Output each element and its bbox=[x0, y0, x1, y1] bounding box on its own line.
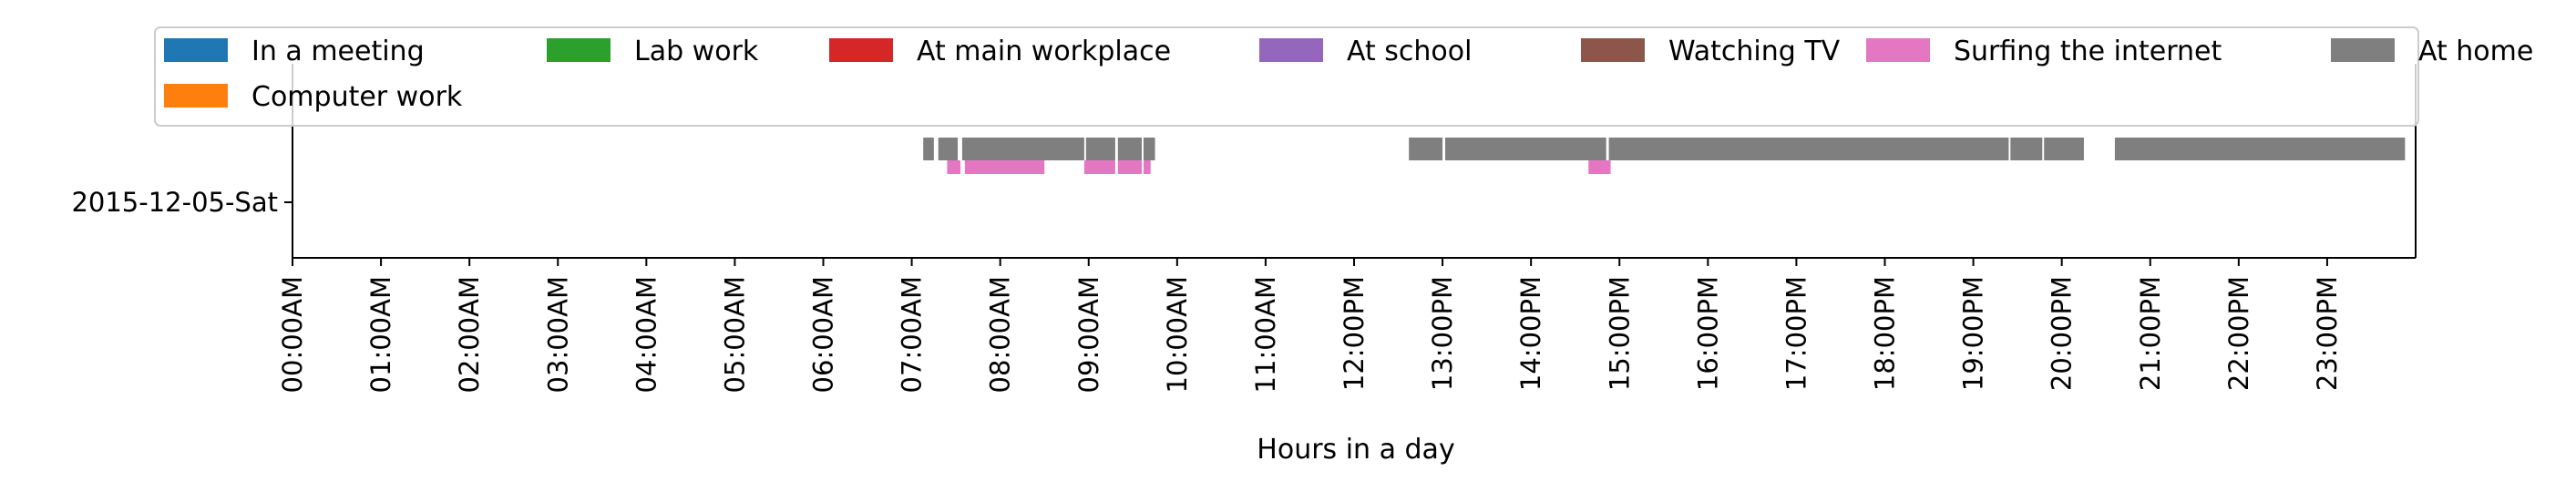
bar-at-home-9 bbox=[2010, 138, 2043, 160]
bar-at-home-2 bbox=[961, 138, 1084, 160]
x-tick-label-11: 11:00AM bbox=[1250, 276, 1281, 393]
x-tick-label-7: 07:00AM bbox=[897, 276, 928, 393]
bar-at-home-3 bbox=[1085, 138, 1115, 160]
bar-at-home-7 bbox=[1444, 138, 1606, 160]
legend-swatch-in-a-meeting bbox=[164, 38, 228, 62]
bar-surfing-the-internet-4 bbox=[1143, 160, 1151, 174]
x-tick-label-8: 08:00AM bbox=[985, 276, 1016, 393]
x-tick-label-17: 17:00PM bbox=[1781, 276, 1811, 391]
legend-label-at-home: At home bbox=[2418, 36, 2533, 67]
legend-label-lab-work: Lab work bbox=[634, 36, 759, 67]
legend-swatch-at-school bbox=[1259, 38, 1323, 62]
legend: In a meeting Computer work Lab work At main… bbox=[154, 26, 2533, 127]
bar-at-home-1 bbox=[938, 138, 959, 160]
legend-label-surfing-the-internet: Surfing the internet bbox=[1954, 36, 2222, 67]
legend-label-computer-work: Computer work bbox=[251, 81, 463, 113]
bar-at-home-4 bbox=[1117, 138, 1142, 160]
x-tick-label-5: 05:00AM bbox=[719, 276, 750, 393]
plot-area: 2015-12-05-Sat 00:00AM 01:00AM 02:00AM 03:00… bbox=[71, 64, 2417, 393]
legend-swatch-lab-work bbox=[547, 38, 611, 62]
bar-surfing-the-internet-2 bbox=[1083, 160, 1115, 174]
x-axis-label: Hours in a day bbox=[1257, 434, 1454, 466]
legend-label-at-main-workplace: At main workplace bbox=[917, 36, 1171, 67]
x-tick-label-4: 04:00AM bbox=[631, 276, 662, 393]
legend-swatch-at-main-workplace bbox=[829, 38, 893, 62]
x-tick-label-21: 21:00PM bbox=[2135, 276, 2166, 391]
bar-surfing-the-internet-1 bbox=[964, 160, 1045, 174]
x-tick-label-10: 10:00AM bbox=[1162, 276, 1193, 393]
x-tick-label-1: 01:00AM bbox=[365, 276, 396, 393]
legend-label-at-school: At school bbox=[1347, 36, 1472, 67]
x-tick-label-22: 22:00PM bbox=[2223, 276, 2254, 391]
bar-at-home-10 bbox=[2044, 138, 2084, 160]
legend-swatch-at-home bbox=[2331, 38, 2395, 62]
legend-label-in-a-meeting: In a meeting bbox=[251, 36, 425, 67]
y-tick-label-0: 2015-12-05-Sat bbox=[71, 187, 278, 218]
x-tick-label-0: 00:00AM bbox=[277, 276, 308, 393]
x-tick-label-20: 20:00PM bbox=[2047, 276, 2078, 391]
x-tick-label-15: 15:00PM bbox=[1604, 276, 1635, 391]
x-tick-label-9: 09:00AM bbox=[1073, 276, 1104, 393]
x-tick-label-13: 13:00PM bbox=[1427, 276, 1458, 391]
x-tick-label-16: 16:00PM bbox=[1692, 276, 1723, 391]
legend-swatch-watching-tv bbox=[1581, 38, 1645, 62]
bar-at-home-8 bbox=[1608, 138, 2009, 160]
bar-surfing-the-internet-5 bbox=[1588, 160, 1611, 174]
x-tick-label-23: 23:00PM bbox=[2312, 276, 2343, 391]
bar-at-home-6 bbox=[1409, 138, 1443, 160]
x-tick-label-19: 19:00PM bbox=[1958, 276, 1989, 391]
bar-at-home-5 bbox=[1143, 138, 1155, 160]
legend-label-watching-tv: Watching TV bbox=[1668, 36, 1841, 67]
bar-surfing-the-internet-0 bbox=[947, 160, 960, 174]
legend-swatch-surfing-the-internet bbox=[1866, 38, 1930, 62]
bar-surfing-the-internet-3 bbox=[1117, 160, 1142, 174]
x-tick-label-2: 02:00AM bbox=[454, 276, 485, 393]
x-tick-label-12: 12:00PM bbox=[1339, 276, 1370, 391]
x-tick-label-3: 03:00AM bbox=[542, 276, 573, 393]
legend-frame bbox=[154, 26, 2419, 127]
x-tick-label-18: 18:00PM bbox=[1870, 276, 1901, 391]
bar-at-home-11 bbox=[2114, 138, 2406, 160]
legend-swatch-computer-work bbox=[164, 84, 228, 108]
x-tick-label-6: 06:00AM bbox=[808, 276, 839, 393]
x-tick-label-14: 14:00PM bbox=[1515, 276, 1546, 391]
bar-at-home-0 bbox=[923, 138, 934, 160]
